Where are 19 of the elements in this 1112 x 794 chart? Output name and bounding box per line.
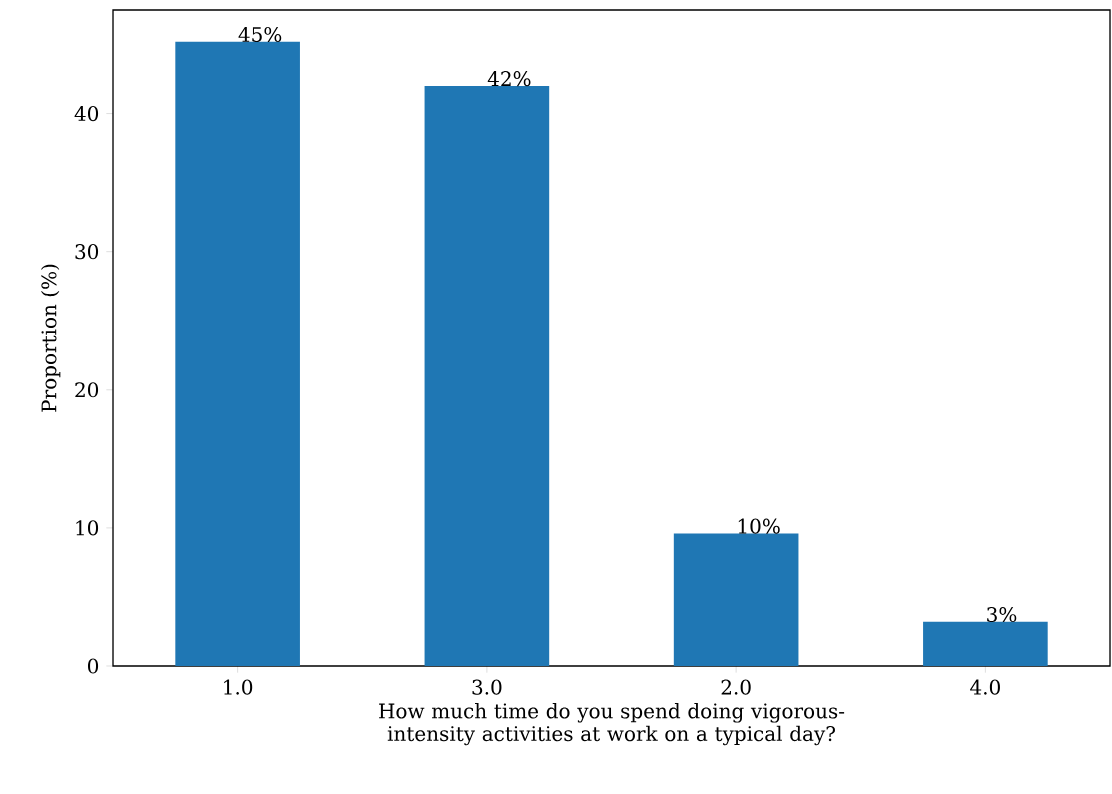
bar <box>673 533 799 666</box>
bar <box>175 41 300 666</box>
y-tick-label: 0 <box>88 658 99 674</box>
data-label: 42% <box>487 71 531 87</box>
y-tick-label: 20 <box>75 382 99 398</box>
y-tick-label: 10 <box>76 520 99 536</box>
x-tick-label: 4.0 <box>970 679 1000 695</box>
x-tick-label: 2.0 <box>721 679 751 695</box>
x-tick-label: 1.0 <box>224 679 253 695</box>
data-label: 10% <box>738 518 780 534</box>
y-tick-label: 30 <box>75 244 99 260</box>
y-axis-title: Proportion (%) <box>41 264 61 412</box>
bar <box>923 621 1048 666</box>
x-axis-title: How much time do you spend doing vigorous-intensity activities at work on a typical day? <box>379 703 845 746</box>
bar <box>424 85 550 666</box>
x-tick-label: 3.0 <box>472 679 502 695</box>
data-label: 3% <box>987 606 1017 623</box>
data-label: 45% <box>238 26 282 43</box>
y-tick-label: 40 <box>74 106 99 122</box>
